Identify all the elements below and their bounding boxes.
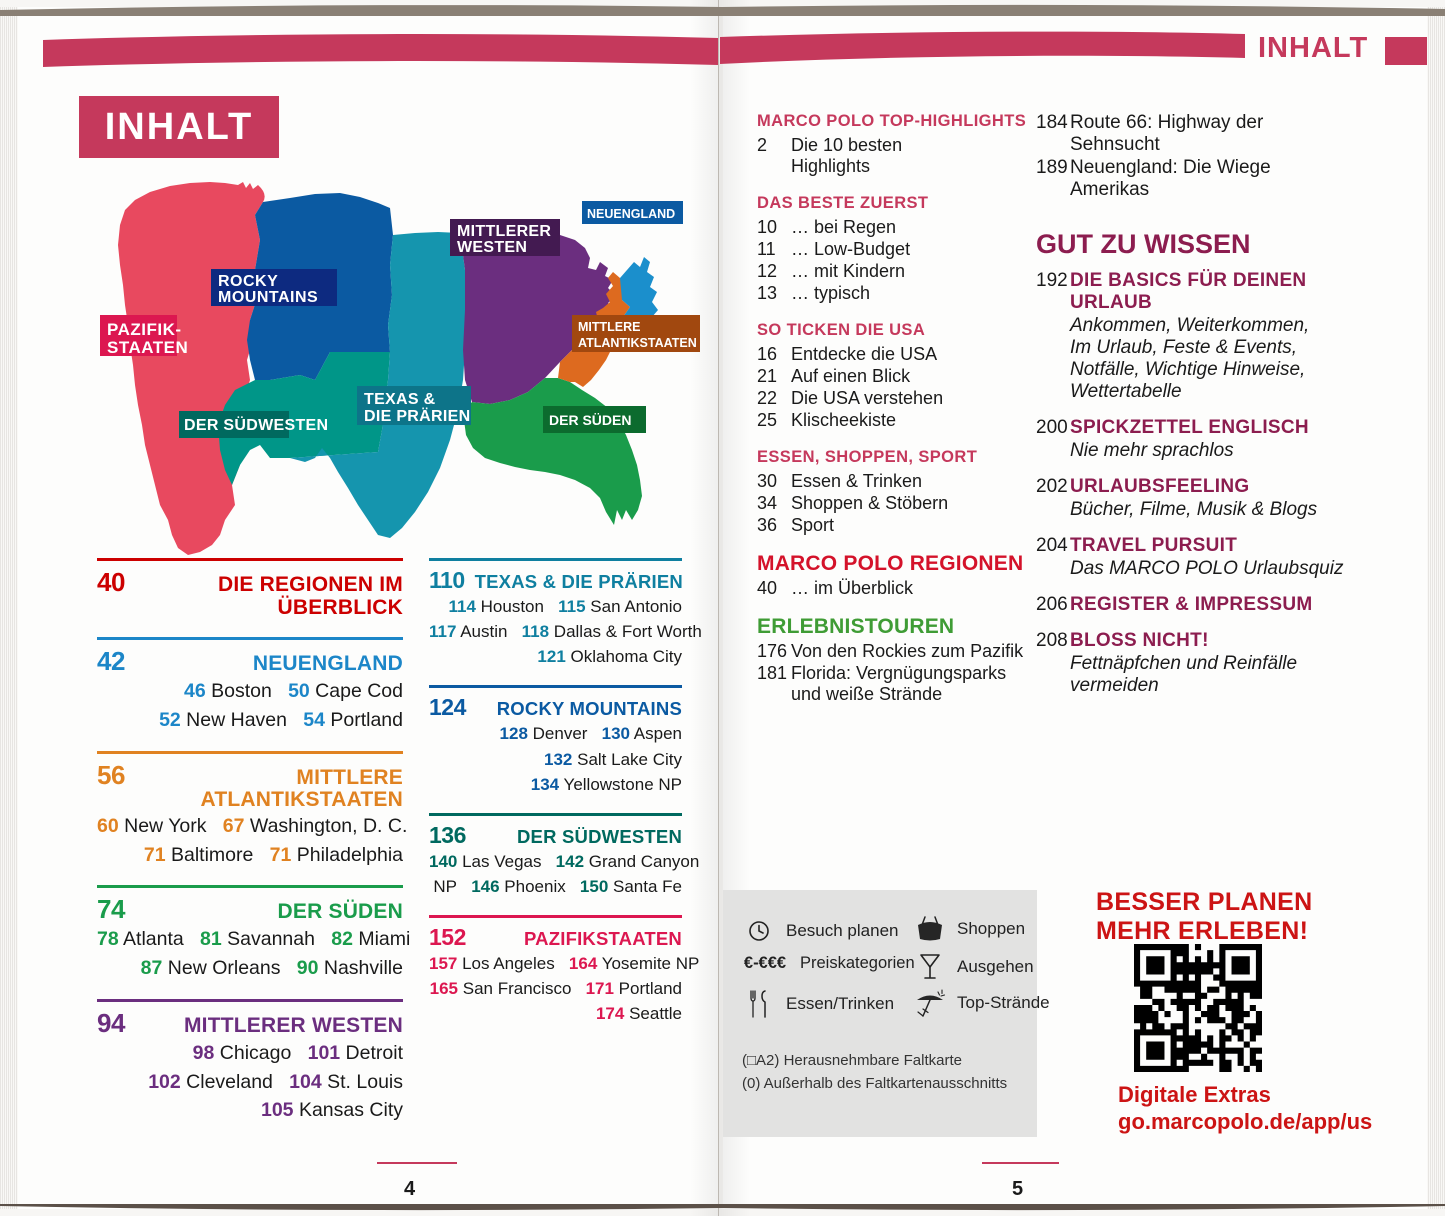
- svg-text:ROCKY: ROCKY: [218, 273, 278, 290]
- svg-text:STAATEN: STAATEN: [107, 338, 188, 357]
- svg-text:NEUENGLAND: NEUENGLAND: [587, 207, 675, 221]
- svg-text:DER SÜDEN: DER SÜDEN: [549, 412, 631, 428]
- svg-text:MOUNTAINS: MOUNTAINS: [218, 289, 318, 306]
- svg-text:MITTLERER: MITTLERER: [457, 223, 551, 240]
- svg-text:MITTLERE: MITTLERE: [578, 320, 641, 334]
- svg-text:ATLANTIKSTAATEN: ATLANTIKSTAATEN: [578, 336, 697, 350]
- svg-text:PAZIFIK-: PAZIFIK-: [107, 320, 182, 339]
- svg-text:WESTEN: WESTEN: [457, 239, 527, 256]
- svg-text:DER SÜDWESTEN: DER SÜDWESTEN: [184, 415, 328, 434]
- svg-text:DIE PRÄRIEN: DIE PRÄRIEN: [364, 407, 470, 425]
- svg-text:TEXAS &: TEXAS &: [364, 391, 436, 408]
